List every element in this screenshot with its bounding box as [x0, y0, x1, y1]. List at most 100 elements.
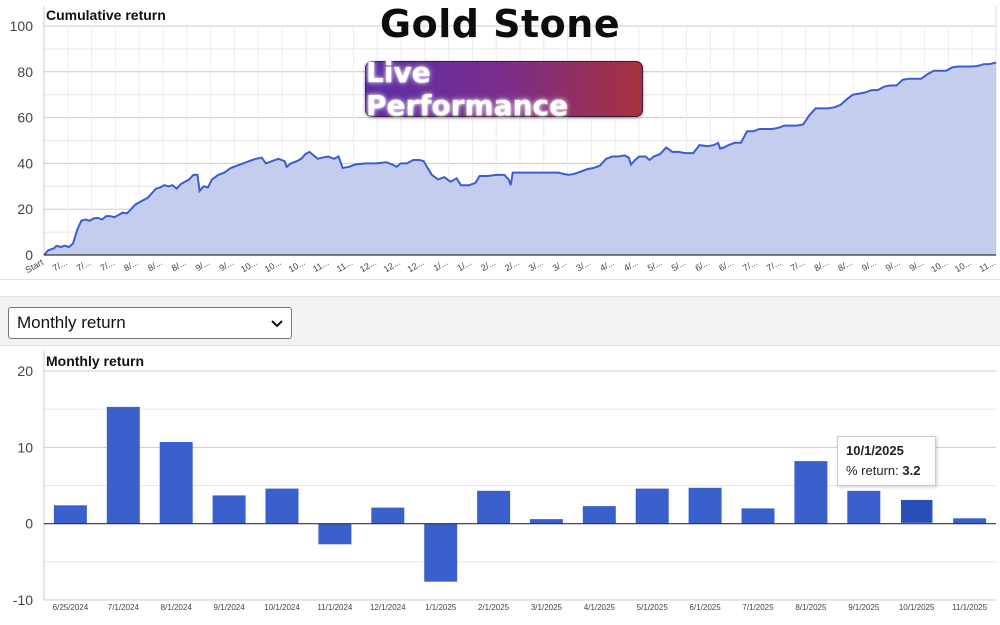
chart-tooltip: 10/1/2025 % return: 3.2: [837, 436, 936, 486]
x-tick-label: 7/...: [789, 257, 807, 273]
x-tick-label: 7/...: [98, 257, 116, 273]
tooltip-label: % return:: [846, 463, 899, 478]
y-tick-label: 10: [17, 439, 33, 455]
x-tick-label: 12...: [358, 257, 378, 274]
x-tick-label: 8/1/2024: [161, 603, 193, 612]
bar: [953, 518, 987, 524]
x-tick-label: 8/...: [836, 257, 854, 273]
tooltip-value: 3.2: [902, 463, 921, 478]
y-tick-label: 20: [17, 363, 33, 379]
bar: [212, 495, 246, 524]
x-tick-label: 9/1/2025: [848, 603, 880, 612]
x-tick-label: 4/1/2025: [584, 603, 616, 612]
x-tick-label: 7/1/2025: [742, 603, 774, 612]
bar: [688, 487, 722, 524]
x-tick-label: 5/1/2025: [637, 603, 669, 612]
y-tick-label: 40: [17, 155, 33, 171]
x-tick-label: 9/...: [194, 257, 212, 273]
x-tick-label: 9/...: [884, 257, 902, 273]
x-tick-label: 10...: [287, 257, 307, 274]
x-tick-label: 11...: [335, 257, 355, 274]
brand-title: Gold Stone: [379, 2, 621, 46]
tooltip-date: 10/1/2025: [846, 443, 904, 458]
chart-type-select-value: Monthly return: [17, 313, 126, 332]
x-tick-label: 8/1/2025: [795, 603, 827, 612]
x-tick-label: 10...: [953, 257, 973, 274]
y-tick-label: -10: [13, 592, 33, 608]
monthly-chart-panel: 6/25/2024 7/1/2024 8/1/2024 9/1/2024 10/1/20…: [0, 347, 1000, 625]
x-tick-label: 8/...: [146, 257, 164, 273]
bar: [794, 461, 828, 524]
x-tick-label: 8/...: [812, 257, 830, 273]
x-tick-label: 12...: [382, 257, 402, 274]
cumulative-area: [44, 62, 996, 255]
y-tick-label: 0: [25, 516, 33, 532]
x-tick-label: 10/1/2025: [899, 603, 935, 612]
x-tick-label: 11/1/2024: [317, 603, 353, 612]
live-performance-badge: Live Performance: [365, 56, 643, 122]
bar: [159, 442, 193, 524]
x-tick-label: 10...: [263, 257, 283, 274]
x-tick-label: 10...: [239, 257, 259, 274]
y-tick-label: 60: [17, 110, 33, 126]
x-tick-label: 12...: [406, 257, 426, 274]
chart-type-select[interactable]: Monthly return: [8, 307, 292, 339]
x-tick-label: 8/...: [122, 257, 140, 273]
x-tick-label: 7/...: [51, 257, 69, 273]
bar: [424, 523, 458, 582]
y-tick-label: 100: [10, 18, 34, 34]
x-tick-label: 9/...: [860, 257, 878, 273]
x-tick-label: 5/...: [646, 257, 664, 273]
x-tick-label: 2/1/2025: [478, 603, 510, 612]
x-tick-label: 8/...: [170, 257, 188, 273]
bar: [847, 490, 881, 524]
x-tick-label: 10/1/2024: [264, 603, 300, 612]
monthly-return-chart: 6/25/2024 7/1/2024 8/1/2024 9/1/2024 10/1/20…: [13, 351, 996, 612]
cumulative-chart-title: Cumulative return: [46, 7, 166, 23]
x-tick-label: 3/1/2025: [531, 603, 563, 612]
x-tick-label: 7/...: [741, 257, 759, 273]
x-tick-label: 6/...: [717, 257, 735, 273]
bar: [106, 406, 140, 524]
bar: [477, 490, 511, 524]
x-tick-label: 4/...: [598, 257, 616, 273]
x-tick-label: 6/1/2025: [690, 603, 722, 612]
bar: [582, 506, 616, 524]
x-tick-label: 5/...: [670, 257, 688, 273]
bar-highlighted: [899, 498, 934, 525]
y-tick-label: 0: [25, 247, 33, 263]
x-tick-label: 1/...: [432, 257, 450, 273]
x-tick-label: 10...: [929, 257, 949, 274]
x-tick-label: 6/25/2024: [53, 603, 89, 612]
x-tick-label: 11/1/2025: [952, 603, 988, 612]
x-tick-label: 7/1/2024: [108, 603, 140, 612]
x-tick-label: 3/...: [527, 257, 545, 273]
y-tick-label: 80: [17, 64, 33, 80]
x-tick-label: 12/1/2024: [370, 603, 406, 612]
x-tick-label: 9/...: [908, 257, 926, 273]
x-tick-label: 3/...: [551, 257, 569, 273]
live-performance-label: Live Performance: [366, 56, 569, 122]
bar: [635, 488, 669, 524]
x-tick-label: 1/1/2025: [425, 603, 457, 612]
bar: [529, 519, 563, 524]
bar: [265, 488, 299, 524]
cumulative-line: [43, 61, 997, 256]
chevron-down-icon: [271, 316, 283, 331]
y-tick-label: 20: [17, 201, 33, 217]
x-tick-label: 11...: [977, 257, 997, 274]
bar: [53, 505, 87, 524]
x-tick-label: 1/...: [455, 257, 473, 273]
tooltip-row: % return: 3.2: [846, 463, 927, 478]
x-tick-label: 7/...: [765, 257, 783, 273]
x-tick-label: 4/...: [622, 257, 640, 273]
bar: [371, 507, 405, 524]
x-tick-label: 3/...: [574, 257, 592, 273]
x-tick-label: 11...: [311, 257, 331, 274]
cumulative-chart-panel: 0 20 40 60 80 100 Start 7/... 7/... 7/... 8/... 8/.…: [0, 0, 1000, 280]
bar: [741, 508, 775, 524]
bar: [318, 523, 352, 545]
x-tick-label: 2/...: [479, 257, 497, 273]
x-tick-label: 7/...: [75, 257, 93, 273]
